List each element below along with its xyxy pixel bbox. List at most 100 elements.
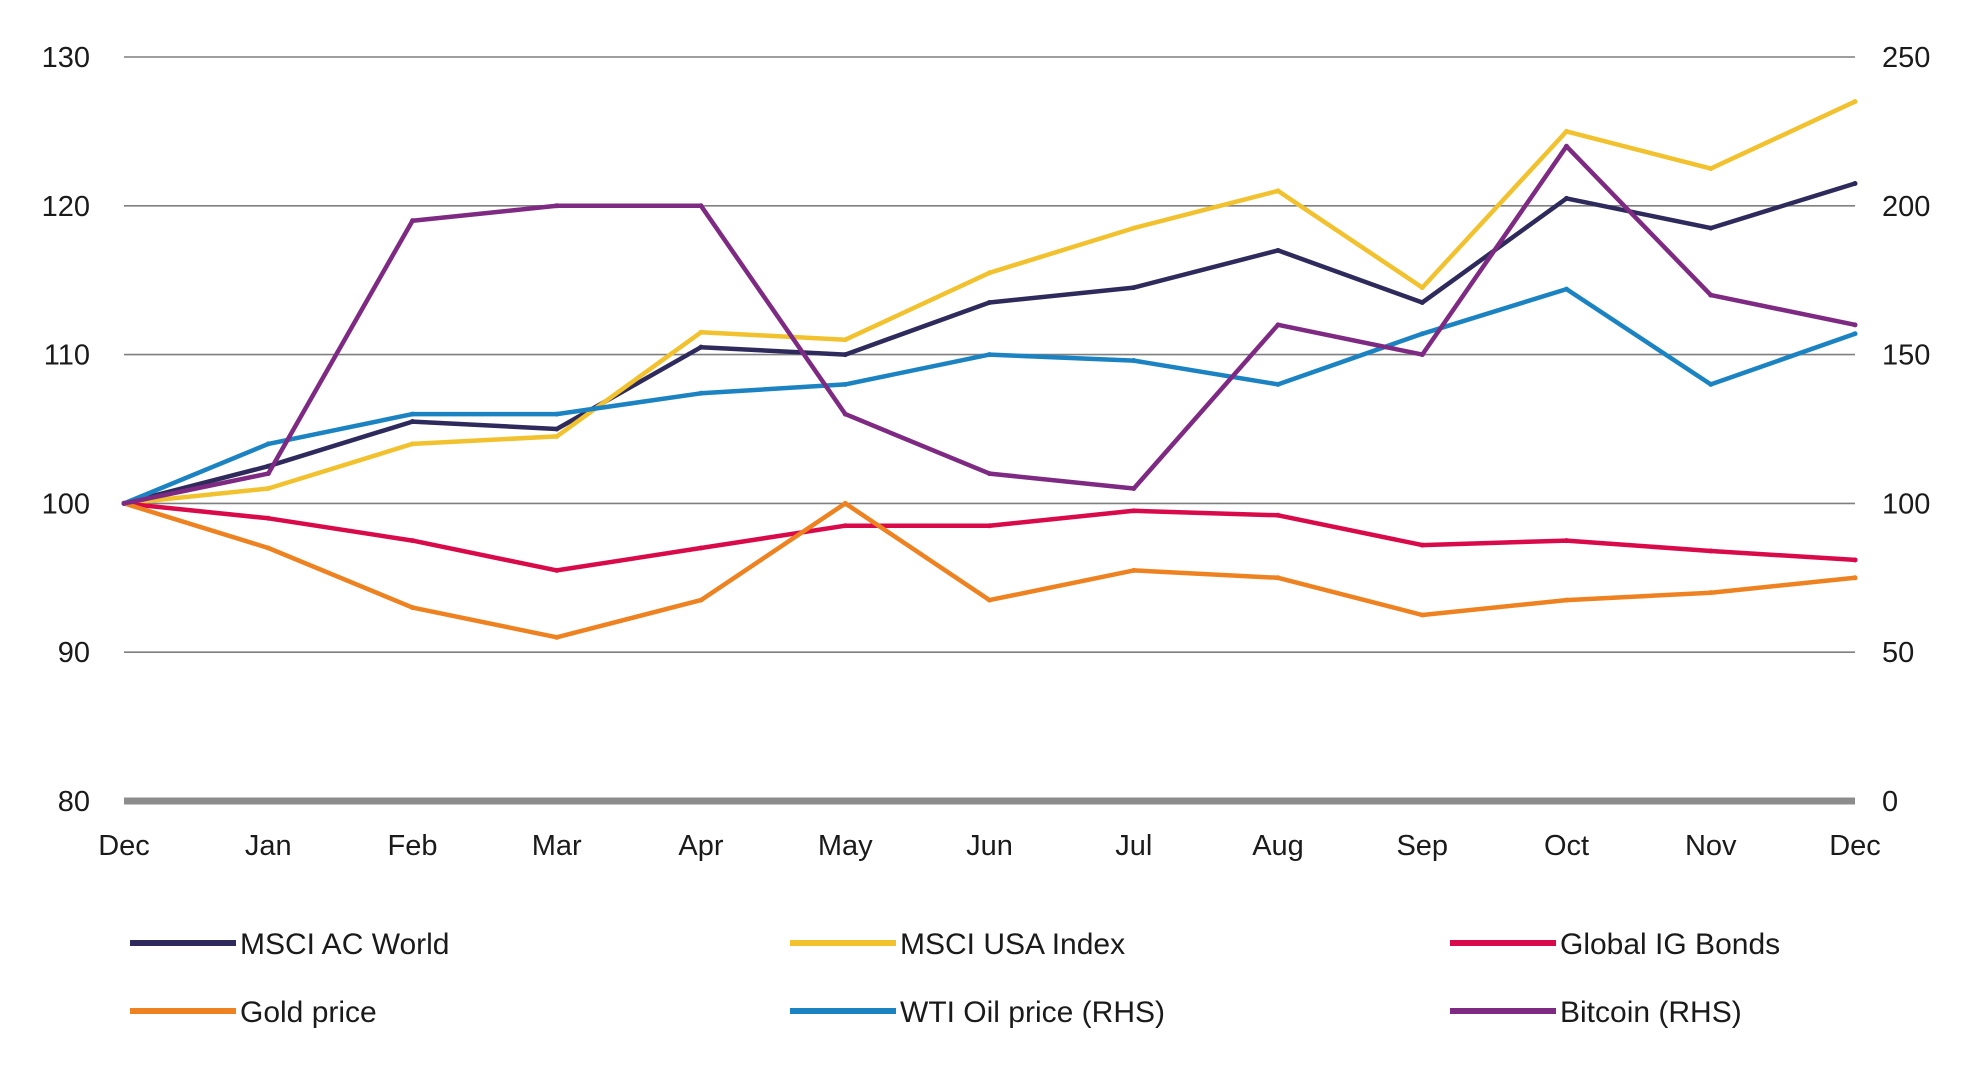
data-point <box>1564 597 1569 603</box>
legend-label: Global IG Bonds <box>1560 928 1780 961</box>
data-point <box>698 203 704 209</box>
y-tick-label-right: 150 <box>1882 340 1930 372</box>
data-point <box>842 381 848 387</box>
data-point <box>1131 567 1137 573</box>
data-point <box>1419 612 1425 618</box>
legend-item: MSCI AC World <box>130 928 450 961</box>
data-point <box>1275 512 1281 518</box>
data-point <box>265 471 271 477</box>
series-line-3 <box>121 501 1858 573</box>
data-point <box>987 597 992 603</box>
y-tick-label-left: 90 <box>58 637 90 669</box>
data-point <box>1131 358 1137 364</box>
data-point <box>554 433 560 439</box>
x-tick-label: Dec <box>98 830 150 862</box>
x-tick-label: Jul <box>1115 830 1152 862</box>
data-point <box>1708 548 1714 554</box>
x-tick-label: Jan <box>245 830 292 862</box>
data-point <box>842 523 848 529</box>
series-line-6 <box>121 144 1858 506</box>
data-point <box>698 329 704 335</box>
data-point <box>1852 322 1858 328</box>
x-tick-label: Jun <box>966 830 1013 862</box>
y-tick-label-left: 120 <box>42 191 90 223</box>
data-point <box>1708 225 1714 231</box>
data-point <box>698 597 704 603</box>
data-point <box>1275 247 1281 253</box>
data-point <box>842 411 848 417</box>
data-point <box>987 270 992 276</box>
data-point <box>1564 195 1569 201</box>
data-point <box>1852 557 1858 563</box>
data-point <box>554 411 560 417</box>
data-point <box>265 545 271 551</box>
data-point <box>987 352 992 358</box>
legend-label: MSCI USA Index <box>900 928 1125 961</box>
data-point <box>987 523 992 529</box>
data-point <box>698 344 704 350</box>
x-tick-label: Sep <box>1396 830 1448 862</box>
legend-label: Bitcoin (RHS) <box>1560 996 1742 1029</box>
data-point <box>410 218 415 224</box>
data-point <box>1852 331 1858 337</box>
data-point <box>1275 575 1281 581</box>
data-point <box>1564 538 1569 544</box>
data-point <box>1275 322 1281 328</box>
x-tick-label: Oct <box>1544 830 1589 862</box>
legend-item: MSCI USA Index <box>790 928 1125 961</box>
data-point <box>410 441 415 447</box>
x-tick-label: Nov <box>1685 830 1737 862</box>
data-point <box>410 538 415 544</box>
data-point <box>1852 180 1858 186</box>
x-tick-label: May <box>818 830 873 862</box>
series-line-1 <box>121 181 1858 506</box>
data-point <box>1419 352 1425 358</box>
y-tick-label-left: 110 <box>44 340 90 372</box>
data-point <box>1275 188 1281 194</box>
data-point <box>987 471 992 477</box>
x-tick-label: Mar <box>532 830 582 862</box>
data-point <box>698 390 704 396</box>
x-tick-label: Apr <box>678 830 723 862</box>
legend-label: MSCI AC World <box>240 928 450 961</box>
legend-item: Gold price <box>130 996 377 1029</box>
data-point <box>121 500 127 506</box>
data-point <box>1708 590 1714 596</box>
data-point <box>265 515 271 521</box>
data-point <box>410 411 415 417</box>
data-point <box>1708 292 1714 298</box>
x-tick-label: Feb <box>388 830 438 862</box>
data-point <box>987 300 992 306</box>
data-point <box>410 605 415 611</box>
data-point <box>1564 286 1569 292</box>
y-tick-label-left: 100 <box>42 488 90 520</box>
data-point <box>1564 128 1569 134</box>
data-point <box>698 545 704 551</box>
data-point <box>842 352 848 358</box>
data-point <box>1419 331 1425 337</box>
y-tick-label-right: 100 <box>1882 488 1930 520</box>
y-tick-label-right: 0 <box>1882 786 1898 818</box>
legend-item: Bitcoin (RHS) <box>1450 996 1742 1029</box>
y-tick-label-left: 80 <box>58 786 90 818</box>
data-point <box>265 486 271 492</box>
x-tick-label: Aug <box>1252 830 1304 862</box>
y-tick-label-right: 50 <box>1882 637 1914 669</box>
data-point <box>1419 285 1425 291</box>
data-point <box>1852 99 1858 105</box>
data-point <box>1131 285 1137 291</box>
legend-label: Gold price <box>240 996 377 1029</box>
data-point <box>554 567 560 573</box>
legend-item: WTI Oil price (RHS) <box>790 996 1165 1029</box>
y-tick-label-left: 130 <box>42 42 90 74</box>
data-point <box>842 500 848 506</box>
data-point <box>1852 575 1858 581</box>
y-tick-label-right: 250 <box>1882 42 1930 74</box>
data-point <box>554 426 560 432</box>
data-point <box>1131 508 1137 514</box>
data-point <box>554 634 560 640</box>
data-point <box>554 203 560 209</box>
data-point <box>1708 381 1714 387</box>
